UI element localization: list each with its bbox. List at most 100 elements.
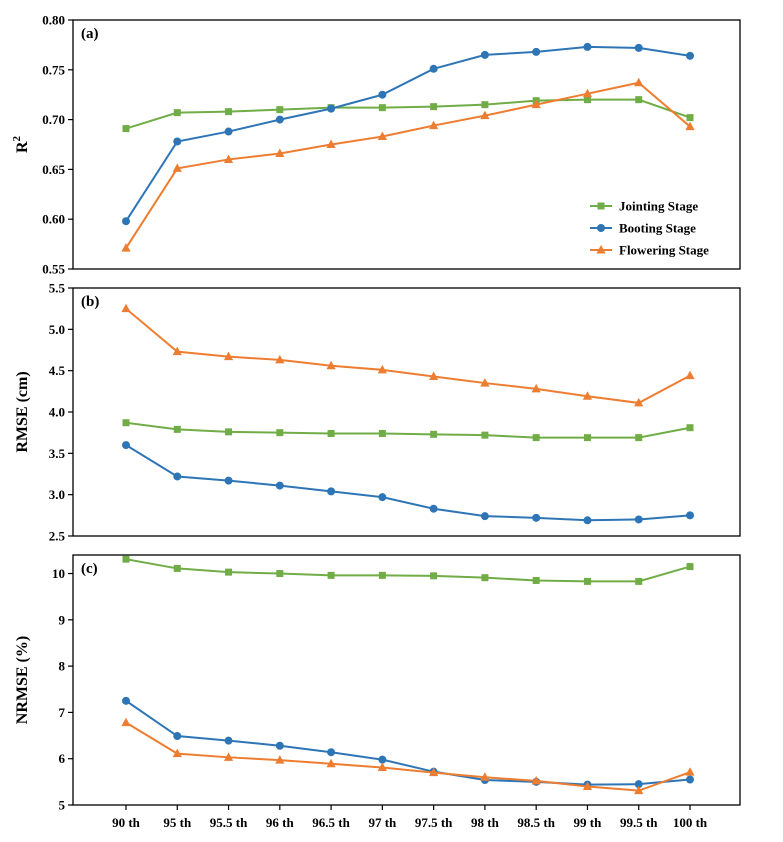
panel-a-flowering-stage-series <box>121 77 695 252</box>
panel-a-booting-stage-series <box>122 42 694 226</box>
panel-b-jointing-stage-point <box>686 424 694 432</box>
panel-a-jointing-stage-line <box>125 98 691 130</box>
panel-b-booting-stage-point <box>480 512 489 521</box>
panel-c-booting-stage-line <box>125 700 691 786</box>
panel-c-jointing-stage-series <box>122 555 694 585</box>
panel-b-booting-stage-point <box>583 516 592 525</box>
x-tick-label: 90 th <box>112 815 141 830</box>
x-tick-label: 96.5 th <box>312 815 350 830</box>
x-tick-label: 98.5 th <box>517 815 555 830</box>
panel-a-jointing-stage-point <box>378 104 386 112</box>
panel-c-jointing-stage-point <box>378 571 386 579</box>
panel-b-flowering-stage-point <box>480 378 490 387</box>
panel-b-flowering-stage-point <box>582 391 593 400</box>
panel-b-jointing-stage-point <box>276 429 284 437</box>
panel-b-flowering-stage-point <box>685 370 695 380</box>
panel-c-flowering-stage-point <box>377 762 387 771</box>
legend-jointing-stage-label: Jointing Stage <box>619 199 698 214</box>
panel-a-ylabel-text: R <box>14 141 31 153</box>
legend-jointing-stage: Jointing Stage <box>590 199 698 214</box>
panel-a-booting-stage-point <box>429 64 438 73</box>
panel-a-jointing-stage-point <box>225 108 233 116</box>
legend-flowering-stage-marker <box>596 245 606 254</box>
panel-b-flowering-stage-point <box>121 303 131 313</box>
panel-a-booting-stage-point <box>327 104 336 113</box>
x-tick-label: 100 th <box>673 815 708 830</box>
panel-a-booting-stage-point <box>122 217 130 226</box>
panel-a-jointing-stage-point <box>173 109 181 117</box>
panel-c-flowering-stage-point <box>121 717 131 727</box>
panel-a-booting-stage-point <box>634 43 643 52</box>
panel-a-ylabel-superscript: 2 <box>11 135 23 141</box>
panel-a-flowering-stage-point <box>172 163 182 172</box>
panel-a-flowering-stage-point <box>326 139 336 148</box>
panel-c-flowering-stage-point <box>223 752 234 761</box>
legend-jointing-stage-marker <box>597 202 605 210</box>
x-tick-label: 95.5 th <box>210 815 248 830</box>
panel-c-flowering-stage-point <box>429 767 439 777</box>
panel-b-flowering-stage-point <box>172 346 182 356</box>
panel-b-booting-stage-point <box>327 487 336 496</box>
panel-a-jointing-stage-point <box>481 101 489 109</box>
panel-b-booting-stage-point <box>686 511 694 520</box>
panel-c-booting-stage-series <box>122 696 694 789</box>
x-tick-label: 99.5 th <box>620 815 658 830</box>
x-tick-label: 95 th <box>163 815 192 830</box>
panel-c-flowering-stage-point <box>634 785 644 795</box>
panel-a-flowering-stage-point <box>685 121 695 131</box>
panel-b-booting-stage-point <box>378 493 387 502</box>
panel-c-flowering-stage-point <box>172 748 182 758</box>
panel-c-ytick-label: 5 <box>59 798 66 813</box>
panel-b-jointing-stage-point <box>225 428 233 436</box>
panel-c-jointing-stage-point <box>122 555 130 563</box>
panel-c-ylabel: NRMSE (%) <box>14 636 31 724</box>
panel-a-booting-stage-point <box>224 127 233 136</box>
panel-b-flowering-stage-line <box>125 307 691 404</box>
panel-a-booting-stage-point <box>173 137 182 146</box>
panel-c-jointing-stage-point <box>635 577 643 585</box>
panel-a-frame <box>72 19 741 270</box>
panel-b-ylabel-text: RMSE (cm) <box>14 371 31 452</box>
panel-c-ytick-label: 10 <box>52 566 65 581</box>
panel-c-jointing-stage-point <box>430 572 438 580</box>
legend-booting-stage-label: Booting Stage <box>619 221 696 236</box>
panel-c-booting-stage-point <box>378 755 387 764</box>
panel-b-booting-stage-point <box>275 481 284 490</box>
legend-flowering-stage: Flowering Stage <box>590 243 709 258</box>
panel-c-flowering-stage-point <box>531 775 541 785</box>
panel-c-booting-stage-point <box>173 732 182 741</box>
panel-c-ytick-label: 8 <box>59 659 66 674</box>
x-axis: 90 th 95 th 95.5 th 96 th 96.5 th 97 th 97.5 t… <box>112 805 708 830</box>
panel-b-jointing-stage-point <box>532 434 540 442</box>
panel-a-booting-stage-line <box>125 45 691 222</box>
panel-a-jointing-stage-point <box>276 106 284 114</box>
panel-a-flowering-stage-point <box>429 120 439 130</box>
panel-b-jointing-stage-point <box>430 430 438 438</box>
legend-flowering-stage-label: Flowering Stage <box>619 243 709 258</box>
panel-a-jointing-stage-point <box>122 125 130 133</box>
panel-c-booting-stage-point <box>327 748 336 757</box>
panel-b-label: (b) <box>81 294 99 310</box>
panel-c-booting-stage-point <box>122 696 130 705</box>
panel-b-flowering-stage-point <box>531 383 541 393</box>
panel-b-flowering-stage-point <box>634 397 644 407</box>
panel-b-flowering-stage-series <box>121 303 695 407</box>
panel-a-flowering-stage-line <box>125 81 691 249</box>
panel-b-jointing-stage-point <box>583 434 591 442</box>
panel-b-jointing-stage-point <box>173 425 181 433</box>
panel-a-ytick-label: 0.55 <box>42 262 65 277</box>
panel-b-flowering-stage-point <box>429 371 439 380</box>
panel-c-booting-stage-point <box>224 736 233 745</box>
panel-b-ytick-label: 4.0 <box>49 405 65 420</box>
panel-a-flowering-stage-point <box>531 99 541 109</box>
panel-c-jointing-stage-point <box>276 570 284 578</box>
panel-a-flowering-stage-point <box>480 110 490 120</box>
panels: 0.55 0.60 0.65 0.70 0.75 0.80 R2 (a) 2.5 3.0 3.5 4.… <box>11 13 741 813</box>
panel-c-jointing-stage-point <box>327 571 335 579</box>
panel-b-flowering-stage-point <box>377 364 387 374</box>
panel-c-jointing-stage-point <box>583 577 591 585</box>
panel-b: 2.5 3.0 3.5 4.0 4.5 5.0 5.5 RMSE (cm) (b) <box>14 281 741 544</box>
legend-booting-stage-marker <box>597 224 605 232</box>
panel-b-ytick-label: 3.5 <box>49 446 66 461</box>
